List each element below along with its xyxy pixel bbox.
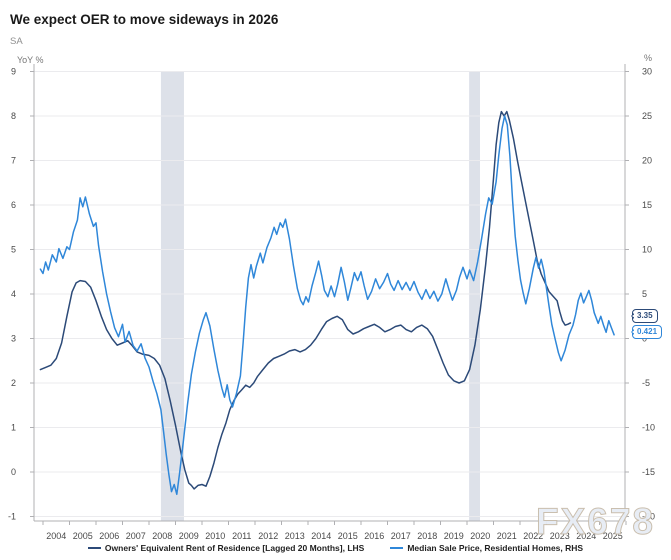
x-axis-year-label: 2021 bbox=[497, 531, 517, 541]
x-axis-year-label: 2013 bbox=[285, 531, 305, 541]
legend-item-oer: Owners' Equivalent Rent of Residence [La… bbox=[87, 543, 365, 553]
right-axis-tick-label: 30 bbox=[642, 67, 652, 77]
median-sale-price-line-swatch bbox=[390, 547, 404, 549]
right-axis-unit-label: % bbox=[644, 53, 653, 63]
legend-item-median-sale-price: Median Sale Price, Residential Homes, RH… bbox=[390, 543, 583, 553]
x-axis-year-label: 2023 bbox=[550, 531, 570, 541]
x-axis-year-label: 2019 bbox=[444, 531, 464, 541]
right-axis-tick-label: 15 bbox=[642, 200, 652, 210]
left-axis-tick-label: 9 bbox=[11, 67, 16, 77]
x-axis-year-label: 2016 bbox=[364, 531, 384, 541]
right-axis-tick-label: 20 bbox=[642, 156, 652, 166]
legend-label-median-sale-price: Median Sale Price, Residential Homes, RH… bbox=[407, 543, 584, 553]
x-axis-year-label: 2014 bbox=[311, 531, 331, 541]
right-axis-tick-label: -20 bbox=[642, 512, 655, 522]
right-axis-tick-label: 5 bbox=[642, 289, 647, 299]
x-axis-year-label: 2017 bbox=[391, 531, 411, 541]
median_sale_price-line bbox=[39, 115, 615, 496]
x-axis-year-label: 2010 bbox=[205, 531, 225, 541]
x-axis-year-label: 2005 bbox=[73, 531, 93, 541]
legend-label-oer: Owners' Equivalent Rent of Residence [La… bbox=[104, 543, 365, 553]
median-sale-price-last-value-callout: 0.421 bbox=[630, 325, 663, 339]
left-axis-tick-label: 7 bbox=[11, 156, 16, 166]
x-axis-year-label: 2009 bbox=[179, 531, 199, 541]
left-axis-tick-label: 5 bbox=[11, 245, 16, 255]
left-axis-tick-label: -1 bbox=[8, 512, 16, 522]
x-axis-year-label: 2015 bbox=[338, 531, 358, 541]
left-axis-tick-label: 8 bbox=[11, 111, 16, 121]
x-axis-year-label: 2012 bbox=[258, 531, 278, 541]
x-axis-year-label: 2024 bbox=[576, 531, 596, 541]
oer-last-value-callout: 3.35 bbox=[631, 309, 658, 323]
left-axis-tick-label: 0 bbox=[11, 467, 16, 477]
right-axis-tick-label: -10 bbox=[642, 423, 655, 433]
chart-subtitle: SA bbox=[10, 36, 23, 47]
left-axis-tick-label: 1 bbox=[11, 423, 16, 433]
legend: Owners' Equivalent Rent of Residence [La… bbox=[0, 543, 671, 553]
left-axis-tick-label: 4 bbox=[11, 289, 16, 299]
x-axis-year-label: 2025 bbox=[603, 531, 623, 541]
x-axis-year-label: 2006 bbox=[99, 531, 119, 541]
recession-band bbox=[469, 71, 480, 521]
x-axis-year-label: 2022 bbox=[523, 531, 543, 541]
right-axis-tick-label: 10 bbox=[642, 245, 652, 255]
x-axis-year-label: 2008 bbox=[152, 531, 172, 541]
median-sale-price-last-value: 0.421 bbox=[637, 327, 658, 336]
left-axis-tick-label: 6 bbox=[11, 200, 16, 210]
oer-last-value: 3.35 bbox=[637, 311, 653, 320]
x-axis-year-label: 2020 bbox=[470, 531, 490, 541]
x-axis-year-label: 2011 bbox=[232, 531, 251, 541]
left-axis-unit-label: YoY % bbox=[17, 55, 44, 65]
recession-band bbox=[160, 71, 184, 521]
x-axis-year-label: 2007 bbox=[126, 531, 146, 541]
oer-line-swatch bbox=[87, 547, 101, 549]
left-axis-tick-label: 3 bbox=[11, 334, 16, 344]
x-axis-year-label: 2004 bbox=[46, 531, 66, 541]
left-axis-tick-label: 2 bbox=[11, 378, 16, 388]
oer-line bbox=[39, 110, 572, 490]
watermark-text: FX678 bbox=[535, 501, 656, 543]
chart-title: We expect OER to move sideways in 2026 bbox=[10, 12, 279, 27]
x-axis-year-label: 2018 bbox=[417, 531, 437, 541]
right-axis-tick-label: -15 bbox=[642, 467, 655, 477]
right-axis-tick-label: 25 bbox=[642, 111, 652, 121]
right-axis-tick-label: -5 bbox=[642, 378, 650, 388]
